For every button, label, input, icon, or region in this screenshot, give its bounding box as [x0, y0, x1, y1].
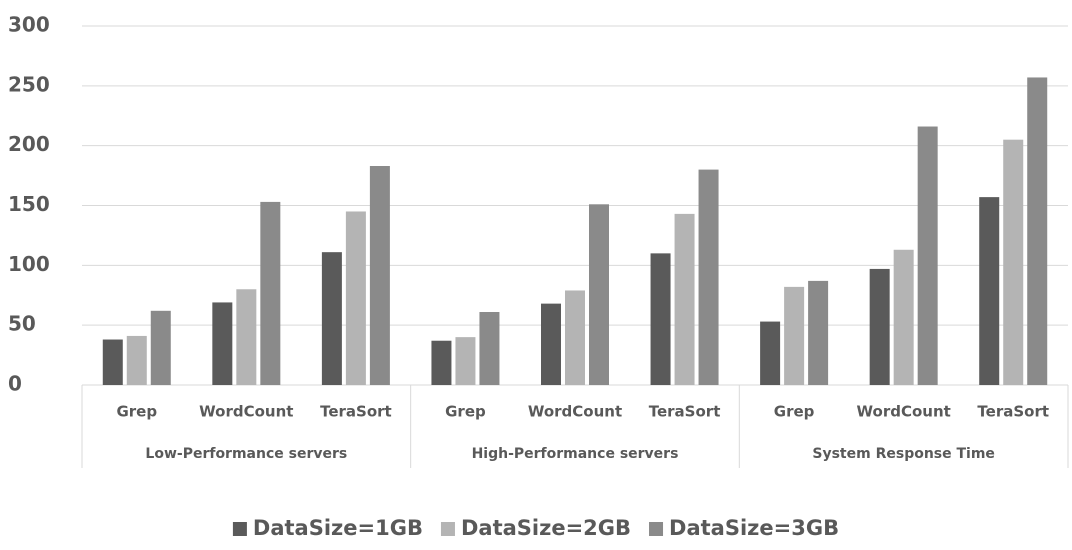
group-label: Low-Performance servers [145, 446, 347, 462]
bar [479, 312, 500, 385]
group-label: High-Performance servers [472, 446, 679, 462]
y-tick-label: 150 [8, 192, 50, 216]
bar [260, 201, 281, 385]
bar [1003, 139, 1024, 385]
legend-swatch [440, 522, 455, 536]
y-tick-label: 300 [8, 13, 50, 37]
bar [431, 340, 452, 385]
x-tick-label: WordCount [857, 403, 951, 421]
bar [321, 252, 342, 385]
bar [565, 290, 585, 385]
y-tick-label: 50 [8, 312, 36, 336]
legend-label: DataSize=3GB [669, 516, 839, 540]
legend-label: DataSize=2GB [461, 516, 631, 540]
bar [541, 303, 561, 385]
x-tick-label: TeraSort [320, 403, 392, 421]
y-tick-label: 0 [8, 372, 22, 396]
bar [674, 213, 695, 385]
bar [784, 286, 805, 385]
x-tick-label: TeraSort [649, 403, 721, 421]
bar [979, 197, 1000, 385]
bar [236, 289, 257, 385]
bar [589, 204, 609, 385]
bar [917, 126, 938, 386]
x-tick-label: TeraSort [977, 403, 1049, 421]
bar [345, 211, 366, 385]
x-tick-label: Grep [116, 403, 157, 421]
y-tick-label: 200 [8, 132, 50, 156]
x-tick-label: Grep [445, 403, 486, 421]
bar [102, 339, 123, 385]
y-tick-label: 100 [8, 252, 50, 276]
bar [869, 268, 890, 385]
x-tick-label: Grep [774, 403, 815, 421]
bar [808, 280, 829, 385]
bar [698, 169, 719, 385]
y-tick-label: 250 [8, 72, 50, 96]
bar [369, 166, 390, 385]
legend-swatch [232, 522, 247, 536]
legend-swatch [649, 522, 664, 536]
x-tick-label: WordCount [199, 403, 293, 421]
bar [126, 335, 147, 385]
bar [760, 321, 781, 385]
legend-label: DataSize=1GB [253, 516, 423, 540]
bar [150, 310, 171, 385]
bar [1027, 77, 1048, 385]
group-label: System Response Time [812, 446, 995, 462]
bar [455, 337, 476, 385]
x-tick-label: WordCount [528, 403, 622, 421]
bar [893, 249, 914, 385]
bar [650, 253, 671, 385]
bar [212, 302, 233, 385]
